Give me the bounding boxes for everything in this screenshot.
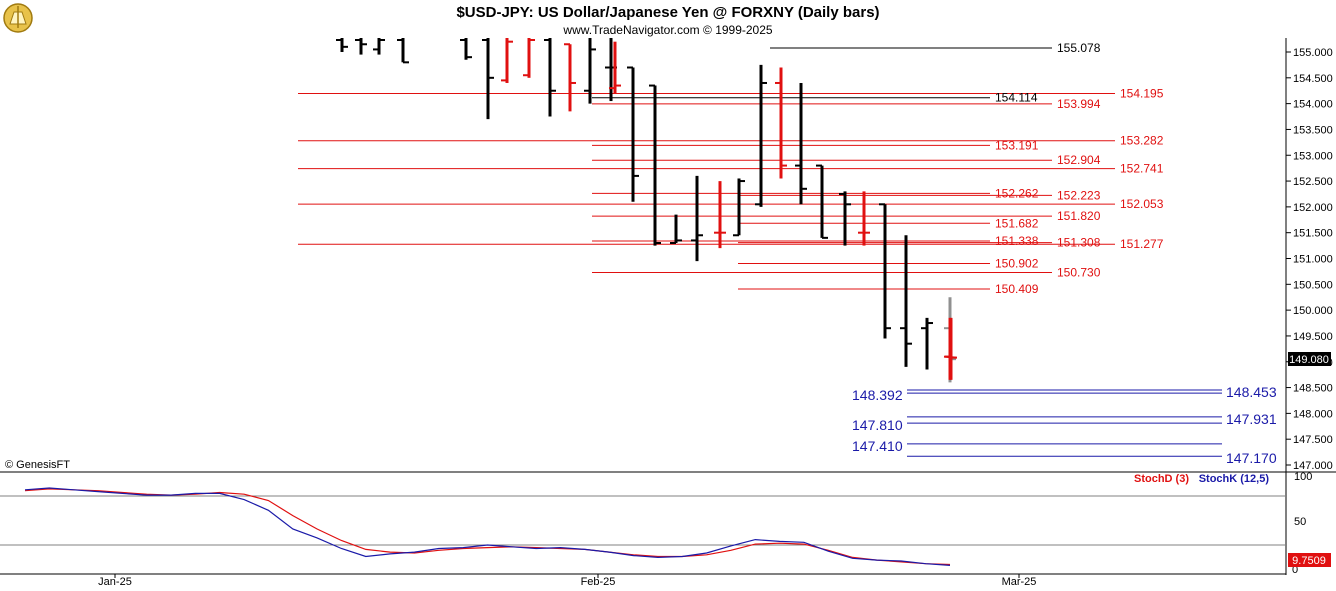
x-tick-label: Jan-25 [98, 576, 132, 588]
level-label: 153.994 [1057, 97, 1101, 111]
price-tick-label: 152.500 [1293, 176, 1333, 188]
last-price-label: 149.080 [1289, 354, 1329, 366]
stoch-tick-0: 0 [1292, 564, 1298, 576]
level-label: 148.392 [852, 387, 903, 403]
price-tick-label: 154.000 [1293, 99, 1333, 111]
level-label: 147.931 [1226, 411, 1277, 427]
price-tick-label: 148.000 [1293, 408, 1333, 420]
level-label: 150.902 [995, 257, 1039, 271]
price-tick-label: 155.000 [1293, 47, 1333, 59]
level-label: 153.191 [995, 138, 1039, 152]
level-label: 151.682 [995, 216, 1039, 230]
price-tick-label: 148.500 [1293, 383, 1333, 395]
price-tick-label: 147.000 [1293, 460, 1333, 472]
level-label: 148.453 [1226, 384, 1277, 400]
stoch-lines [24, 487, 951, 566]
chart-title: $USD-JPY: US Dollar/Japanese Yen @ FORXN… [456, 4, 879, 21]
level-label: 153.282 [1120, 134, 1164, 148]
level-label: 150.409 [995, 282, 1039, 296]
level-label: 152.223 [1057, 188, 1101, 202]
copyright-label: © GenesisFT [5, 459, 70, 471]
level-label: 151.338 [995, 234, 1039, 248]
stoch-tick-100: 100 [1294, 471, 1312, 483]
level-label: 154.114 [995, 91, 1038, 105]
level-label: 152.741 [1120, 162, 1164, 176]
logo-icon [3, 3, 33, 33]
stochd-line [24, 488, 951, 566]
stoch-last-bg [1288, 553, 1331, 567]
price-axis: 155.000 154.500 154.000 153.500 153.000 152.5… [1286, 47, 1333, 472]
last-ohlc-tick [943, 355, 957, 359]
price-panel [0, 38, 1286, 472]
stochd-legend: StochD (3) [1134, 473, 1189, 485]
price-tick-label: 150.500 [1293, 279, 1333, 291]
price-tick-label: 152.000 [1293, 202, 1333, 214]
x-tick-label: Feb-25 [581, 576, 616, 588]
level-label: 147.810 [852, 417, 903, 433]
stochk-line [24, 487, 951, 566]
last-price-marker: 149.080 [1288, 352, 1331, 366]
chart-subtitle: www.TradeNavigator.com © 1999-2025 [562, 23, 772, 37]
stochastic-panel: StochD (3) StochK (12,5) 100 50 0 9.7509 [0, 471, 1331, 576]
price-tick-label: 150.000 [1293, 305, 1333, 317]
x-tick-label: Mar-25 [1002, 576, 1037, 588]
price-tick-label: 149.500 [1293, 331, 1333, 343]
level-label: 151.308 [1057, 236, 1101, 250]
ohlc-bars [336, 38, 957, 383]
level-label: 151.820 [1057, 209, 1101, 223]
level-label: 150.730 [1057, 265, 1101, 279]
price-tick-label: 147.500 [1293, 434, 1333, 446]
level-label: 155.078 [1057, 41, 1101, 55]
stoch-last-label: 9.7509 [1292, 555, 1326, 567]
price-tick-label: 154.500 [1293, 73, 1333, 85]
level-label: 152.262 [995, 186, 1039, 200]
stochk-legend: StochK (12,5) [1199, 473, 1270, 485]
stoch-tick-50: 50 [1294, 516, 1306, 528]
price-tick-label: 151.000 [1293, 254, 1333, 266]
level-label: 147.170 [1226, 450, 1277, 466]
price-tick-label: 153.500 [1293, 124, 1333, 136]
level-label: 151.277 [1120, 237, 1164, 251]
x-axis: Jan-25 Feb-25 Mar-25 [98, 574, 1036, 588]
level-label: 152.053 [1120, 197, 1164, 211]
level-label: 147.410 [852, 438, 903, 454]
price-tick-label: 153.000 [1293, 150, 1333, 162]
level-label: 154.195 [1120, 87, 1164, 101]
level-label: 152.904 [1057, 153, 1101, 167]
price-tick-label: 151.500 [1293, 228, 1333, 240]
